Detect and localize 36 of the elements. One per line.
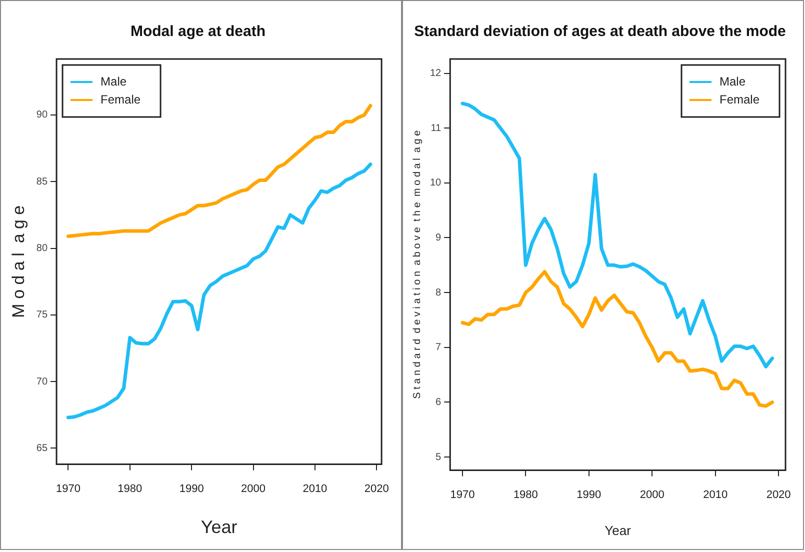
y-tick-label: 10	[430, 178, 442, 189]
x-tick-label: 1970	[450, 488, 475, 501]
x-tick-label: 2020	[364, 482, 389, 495]
y-tick-label: 65	[36, 442, 48, 454]
x-tick-label: 1990	[576, 488, 602, 501]
x-tick-label: 2020	[766, 488, 791, 501]
y-tick-label: 75	[36, 310, 48, 321]
legend-label: Male	[100, 74, 127, 88]
x-tick-label: 2010	[703, 488, 728, 501]
y-tick-label: 8	[436, 287, 442, 298]
x-tick-label: 1980	[118, 482, 142, 495]
x-tick-label: 2000	[640, 488, 664, 501]
y-tick-label: 7	[436, 342, 442, 354]
x-tick-label: 1980	[513, 488, 538, 501]
y-tick-label: 5	[436, 452, 442, 463]
y-tick-label: 85	[36, 176, 48, 188]
y-tick-label: 12	[430, 68, 442, 80]
legend-label: Male	[720, 74, 746, 88]
x-axis-title: Year	[200, 517, 238, 538]
y-tick-label: 11	[430, 122, 442, 134]
y-axis-title: S t a n d a r d d e v i a t i o n a b o v e t h e m o d a l a g e	[412, 130, 423, 399]
y-tick-label: 9	[436, 232, 442, 244]
y-axis-title: M o d a l a g e	[8, 205, 28, 318]
x-tick-label: 1970	[56, 482, 80, 495]
y-tick-label: 70	[36, 376, 48, 388]
y-tick-label: 90	[36, 110, 48, 121]
legend-label: Female	[720, 92, 760, 106]
chart-title: Standard deviation of ages at death above the mode	[414, 23, 786, 40]
x-tick-label: 2000	[241, 482, 266, 495]
x-axis-title: Year	[604, 522, 632, 538]
chart-title: Modal age at death	[130, 23, 266, 40]
x-tick-label: 2010	[302, 482, 328, 495]
x-tick-label: 1990	[179, 482, 204, 495]
y-tick-label: 6	[436, 396, 442, 408]
y-tick-label: 80	[36, 243, 48, 254]
legend-label: Female	[100, 92, 141, 106]
